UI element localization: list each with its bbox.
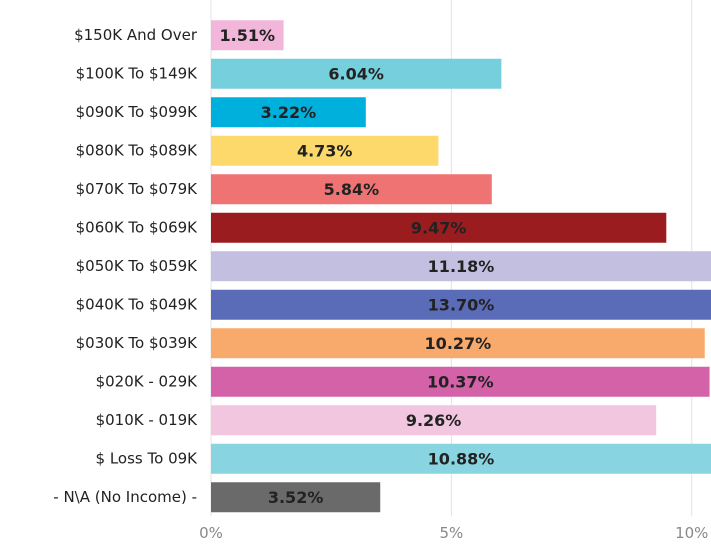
data-label: 3.22% xyxy=(261,103,317,122)
bar xyxy=(211,20,284,51)
category-label: $050K To $059K xyxy=(76,257,199,275)
data-label: 11.18% xyxy=(428,257,495,276)
category-label: $080K To $089K xyxy=(76,141,199,159)
x-tick-label: 0% xyxy=(199,524,223,542)
x-tick-label: 10% xyxy=(675,524,708,542)
bar xyxy=(211,405,657,436)
bar xyxy=(211,58,502,89)
bar xyxy=(211,212,667,243)
data-label: 10.37% xyxy=(427,372,494,391)
labels: 0% 5% 10% $150K And Over 1.51% $100K To $149K… xyxy=(53,26,708,542)
bar xyxy=(211,328,705,359)
category-label: $030K To $039K xyxy=(76,334,199,352)
data-label: 1.51% xyxy=(220,26,276,45)
data-label: 10.88% xyxy=(428,449,495,468)
data-label: 9.47% xyxy=(411,218,467,237)
data-label: 5.84% xyxy=(324,180,380,199)
data-label: 3.52% xyxy=(268,488,324,507)
data-label: 13.70% xyxy=(428,295,495,314)
data-label: 10.27% xyxy=(425,334,492,353)
bar xyxy=(211,251,711,282)
data-label: 4.73% xyxy=(297,141,353,160)
category-label: $060K To $069K xyxy=(76,218,199,236)
data-label: 6.04% xyxy=(328,64,384,83)
bar xyxy=(211,482,381,513)
data-label: 9.26% xyxy=(406,411,462,430)
bar xyxy=(211,443,711,474)
bar xyxy=(211,97,366,128)
category-label: $100K To $149K xyxy=(76,64,199,82)
x-tick-label: 5% xyxy=(439,524,463,542)
category-label: - N\A (No Income) - xyxy=(53,488,197,506)
bar xyxy=(211,289,711,320)
bar xyxy=(211,366,710,397)
category-label: $040K To $049K xyxy=(76,295,199,313)
category-label: $090K To $099K xyxy=(76,103,199,121)
bar xyxy=(211,174,492,205)
bar xyxy=(211,135,439,166)
category-label: $020K - 029K xyxy=(96,372,199,390)
category-label: $ Loss To 09K xyxy=(96,449,199,467)
category-label: $010K - 019K xyxy=(96,411,199,429)
category-label: $150K And Over xyxy=(74,26,198,44)
bars xyxy=(211,20,711,513)
category-label: $070K To $079K xyxy=(76,180,199,198)
